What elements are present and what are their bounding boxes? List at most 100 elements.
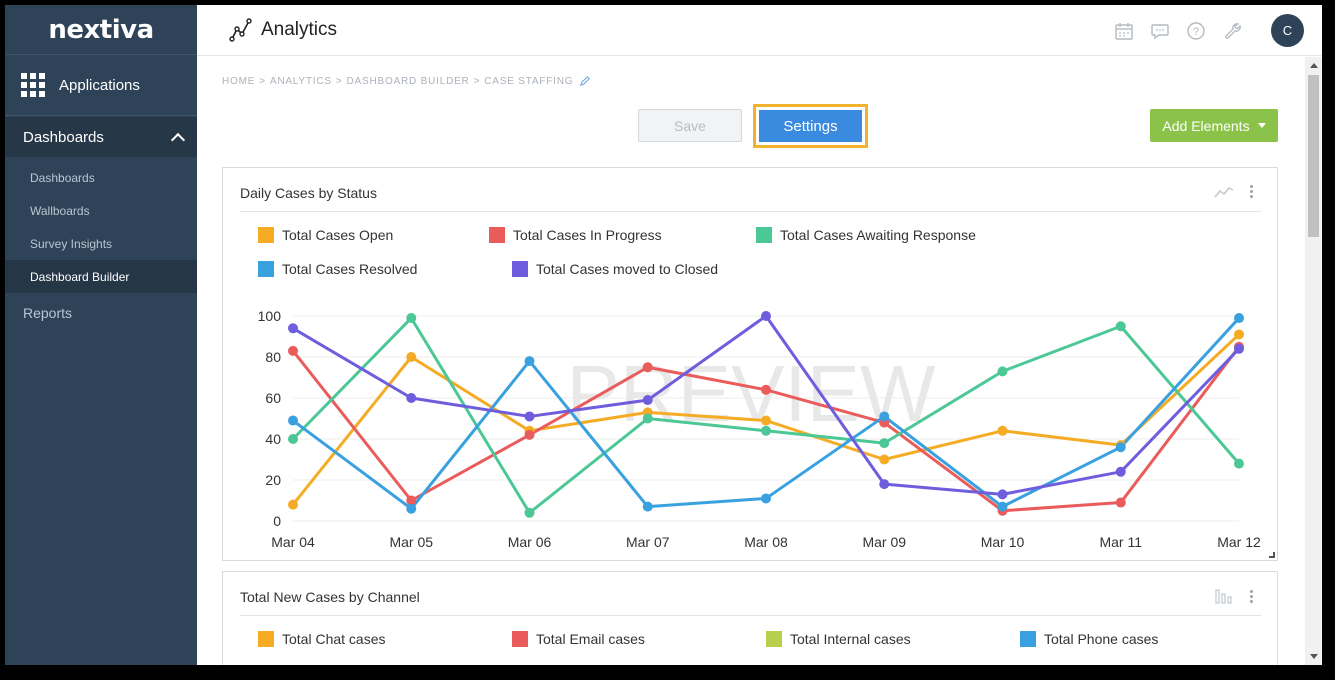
data-point (1234, 458, 1244, 469)
legend-swatch (489, 227, 505, 243)
legend-item[interactable]: Total Cases Awaiting Response (756, 227, 976, 243)
breadcrumb-separator: > (473, 76, 481, 87)
data-point (1115, 466, 1126, 477)
applications-menu[interactable]: Applications (5, 55, 197, 116)
legend-swatch (766, 631, 782, 647)
data-point (1115, 442, 1126, 453)
card-divider (240, 615, 1261, 616)
data-point (1234, 313, 1244, 324)
legend-item[interactable]: Total Phone cases (1020, 631, 1158, 647)
nextiva-logo[interactable]: nextiva (5, 5, 197, 55)
caret-down-icon (1257, 123, 1266, 128)
data-point (997, 501, 1008, 512)
edit-pencil-icon[interactable] (579, 76, 591, 87)
data-point (524, 429, 535, 440)
data-point (761, 425, 771, 436)
data-point (1115, 497, 1126, 508)
data-point (524, 356, 535, 367)
chat-icon[interactable] (1149, 20, 1171, 42)
legend-item[interactable]: Total Cases Resolved (258, 261, 417, 277)
legend-swatch (258, 261, 274, 277)
more-options-icon[interactable] (1246, 183, 1257, 200)
chevron-up-icon (170, 132, 186, 147)
breadcrumb-dashboard-builder[interactable]: DASHBOARD BUILDER (346, 76, 470, 87)
y-tick-label: 40 (265, 431, 281, 447)
vertical-scrollbar[interactable] (1305, 57, 1322, 665)
sidebar-item-dashboard-builder[interactable]: Dashboard Builder (5, 260, 197, 293)
sidebar-item-reports[interactable]: Reports (23, 305, 73, 321)
breadcrumb-separator: > (259, 76, 266, 87)
legend-item[interactable]: Total Cases moved to Closed (512, 261, 718, 277)
data-point (524, 411, 535, 422)
data-point (761, 311, 771, 321)
help-icon[interactable]: ? (1185, 20, 1207, 42)
applications-label: Applications (59, 76, 140, 94)
calendar-icon[interactable] (1113, 20, 1135, 42)
bar-chart-type-icon[interactable] (1214, 587, 1234, 605)
data-point (997, 489, 1008, 500)
legend-label: Total Phone cases (1044, 631, 1159, 647)
add-elements-button[interactable]: Add Elements (1150, 109, 1278, 142)
scroll-down-arrow[interactable] (1310, 654, 1318, 659)
card-title: Daily Cases by Status (240, 185, 377, 201)
sidebar: nextiva Applications Dashboards Dashboar… (5, 5, 197, 665)
breadcrumb-home[interactable]: HOME (222, 76, 256, 87)
card-tools (1214, 183, 1257, 200)
logo-text: nextiva (48, 14, 154, 45)
card-title: Total New Cases by Channel (240, 589, 420, 605)
add-elements-label: Add Elements (1162, 117, 1250, 134)
data-point (879, 411, 890, 422)
wrench-icon[interactable] (1221, 20, 1243, 42)
resize-handle[interactable] (1269, 552, 1275, 558)
settings-button[interactable]: Settings (759, 110, 862, 142)
legend-item[interactable]: Total Chat cases (258, 631, 386, 647)
data-point (879, 454, 890, 465)
data-point (761, 384, 771, 395)
more-options-icon[interactable] (1246, 588, 1257, 605)
card-divider (240, 211, 1261, 212)
legend-item[interactable]: Total Email cases (512, 631, 645, 647)
data-point (1115, 321, 1126, 332)
data-point (524, 507, 535, 518)
data-point (997, 425, 1008, 436)
data-point (406, 503, 417, 514)
x-tick-label: Mar 10 (981, 534, 1025, 550)
sidebar-item-survey-insights[interactable]: Survey Insights (30, 236, 113, 251)
legend-label: Total Internal cases (790, 631, 911, 647)
data-point (406, 313, 417, 324)
breadcrumb-analytics[interactable]: ANALYTICS (269, 76, 332, 87)
data-point (288, 415, 298, 426)
legend-label: Total Cases Open (282, 227, 394, 243)
settings-button-highlight: Settings (753, 104, 868, 148)
legend-item[interactable]: Total Cases In Progress (489, 227, 662, 243)
data-point (288, 323, 298, 334)
y-tick-label: 60 (265, 390, 281, 406)
y-tick-label: 20 (265, 472, 281, 488)
line-chart: 0 20 40 60 80 100 Mar 04 Mar 05 Mar 06 Mar 07 Mar … (258, 308, 1261, 550)
line-chart-type-icon[interactable] (1214, 185, 1234, 199)
new-cases-by-channel-card: Total New Cases by Channel Total Chat ca… (222, 571, 1278, 665)
legend-label: Total Cases Awaiting Response (780, 227, 976, 243)
legend-item[interactable]: Total Cases Open (258, 227, 393, 243)
legend-item[interactable]: Total Internal cases (766, 631, 911, 647)
data-point (406, 352, 417, 362)
y-tick-label: 0 (273, 513, 281, 529)
legend-swatch (512, 631, 528, 647)
legend-label: Total Chat cases (282, 631, 386, 647)
scroll-up-arrow[interactable] (1310, 63, 1318, 68)
x-tick-label: Mar 08 (744, 534, 788, 550)
data-point (997, 366, 1008, 377)
data-point (1234, 343, 1244, 354)
y-tick-label: 80 (265, 349, 281, 365)
sidebar-item-wallboards[interactable]: Wallboards (30, 203, 90, 218)
breadcrumb-case-staffing: CASE STAFFING (484, 76, 574, 87)
dashboards-section-toggle[interactable]: Dashboards (5, 117, 197, 157)
data-point (642, 413, 653, 424)
data-point (761, 493, 771, 504)
save-button[interactable]: Save (638, 109, 742, 142)
sidebar-item-dashboards[interactable]: Dashboards (30, 170, 95, 185)
data-point (1234, 329, 1244, 340)
scroll-thumb[interactable] (1308, 75, 1319, 237)
dashboards-submenu: Dashboards Wallboards Survey Insights Da… (5, 157, 197, 293)
user-avatar[interactable]: C (1271, 14, 1304, 47)
